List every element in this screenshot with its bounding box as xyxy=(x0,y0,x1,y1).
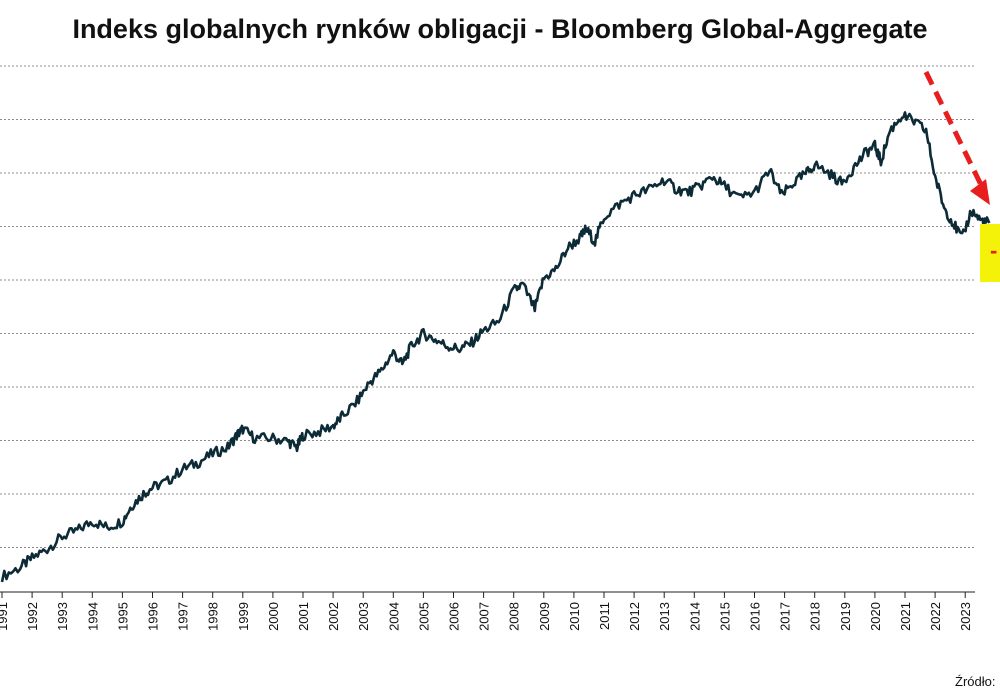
x-tick-label: 2014 xyxy=(687,602,702,631)
x-tick-label: 2016 xyxy=(748,602,763,631)
x-tick-label: 1999 xyxy=(236,602,251,631)
x-tick-label: 2005 xyxy=(416,602,431,631)
grid-lines xyxy=(0,65,975,548)
x-tick-label: 2004 xyxy=(386,602,401,631)
trend-arrow xyxy=(923,70,990,205)
x-tick-label: 2000 xyxy=(266,602,281,631)
x-tick-label: 2017 xyxy=(778,602,793,631)
x-tick-label: 2002 xyxy=(326,602,341,631)
x-tick-label: 2012 xyxy=(627,602,642,631)
x-tick-label: 2008 xyxy=(507,602,522,631)
x-tick-label: 2003 xyxy=(356,602,371,631)
arrow-shaft xyxy=(923,70,987,193)
x-tick-label: 2013 xyxy=(657,602,672,631)
chart-title: Indeks globalnych rynków obligacji - Blo… xyxy=(72,14,928,44)
x-tick-label: 2023 xyxy=(958,602,973,631)
x-tick-label: 2001 xyxy=(296,602,311,631)
x-tick-label: 1995 xyxy=(115,602,130,631)
x-tick-label: 2022 xyxy=(928,602,943,631)
x-tick-label: 2011 xyxy=(597,602,612,630)
x-tick-label: 1992 xyxy=(25,602,40,631)
x-tick-label: 2021 xyxy=(898,602,913,631)
x-tick-label: 1991 xyxy=(0,602,10,631)
x-tick-label: 2009 xyxy=(537,602,552,631)
series-line xyxy=(0,111,991,583)
arrow-head xyxy=(970,179,990,205)
x-tick-label: 1996 xyxy=(146,602,161,631)
x-tick-label: 2019 xyxy=(838,602,853,631)
x-axis: 1991 1992 1993 1994 1995 1996 1997 1998 1999 2000… xyxy=(0,591,975,631)
x-tick-label: 1994 xyxy=(85,602,100,631)
x-tick-label: 2020 xyxy=(868,602,883,631)
source-label: Źródło: xyxy=(955,674,996,689)
x-tick-label: 1993 xyxy=(55,602,70,631)
x-tick-label: 2015 xyxy=(717,602,732,631)
highlight-text: - xyxy=(990,238,998,263)
x-tick-label: 2018 xyxy=(808,602,823,631)
x-tick-label: 2006 xyxy=(447,602,462,631)
x-tick-label: 1997 xyxy=(176,602,191,631)
x-tick-label: 2010 xyxy=(567,602,582,631)
series-layer xyxy=(0,111,991,583)
x-tick-label: 2007 xyxy=(477,602,492,631)
x-tick-label: 1998 xyxy=(206,602,221,631)
highlight-box xyxy=(980,224,1000,282)
